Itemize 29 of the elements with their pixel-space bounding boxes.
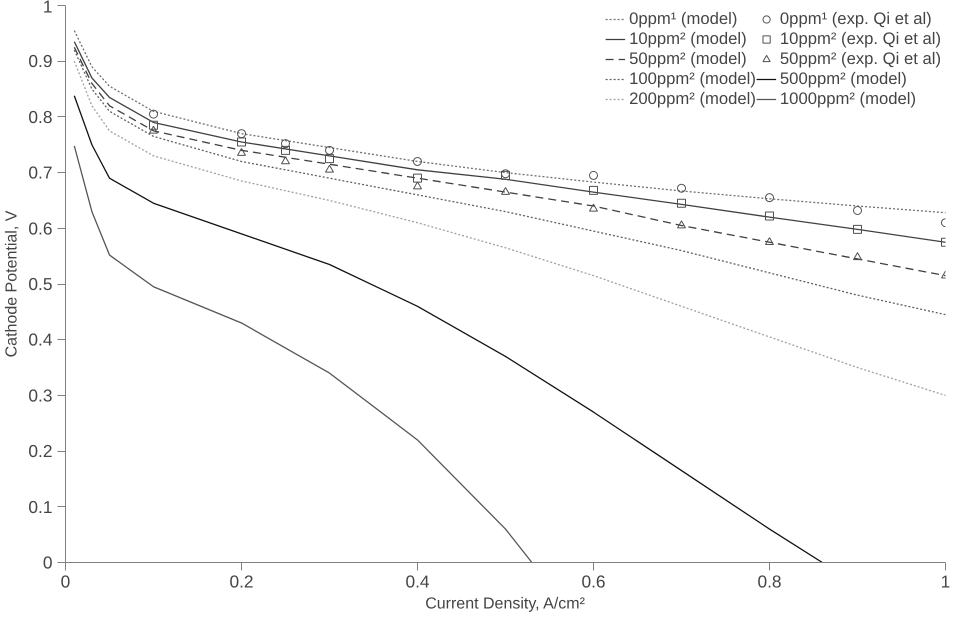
y-tick-label: 0.6	[28, 218, 53, 238]
y-tick-label: 0	[42, 552, 53, 572]
legend-label: 50ppm² (model)	[629, 49, 747, 69]
y-tick-label: 0.2	[28, 441, 53, 462]
x-tick-label: 0.2	[229, 572, 254, 592]
legend-label: 100ppm² (model)	[629, 69, 756, 89]
legend-label: 10ppm² (model)	[629, 29, 747, 49]
legend-label: 500ppm² (model)	[780, 69, 907, 89]
legend-label: 200ppm² (model)	[629, 89, 756, 109]
y-tick-label: 0.4	[28, 330, 53, 350]
x-axis-title: Current Density, A/cm²	[425, 596, 586, 612]
x-tick-label: 0.8	[757, 572, 782, 592]
legend-label: 50ppm² (exp. Qi et al)	[780, 49, 941, 69]
x-tick-label: 0	[60, 572, 70, 592]
legend-label: 0ppm¹ (model)	[629, 9, 738, 29]
legend-label: 1000ppm² (model)	[780, 89, 916, 109]
y-tick-label: 1	[42, 0, 53, 16]
y-tick-label: 0.3	[28, 385, 53, 406]
x-tick-label: 0.4	[405, 572, 430, 592]
y-tick-label: 0.5	[28, 274, 53, 294]
legend-label: 10ppm² (exp. Qi et al)	[780, 29, 941, 49]
x-tick-label: 1	[940, 572, 950, 592]
y-tick-label: 0.9	[28, 51, 53, 72]
y-tick-label: 0.7	[28, 162, 53, 183]
legend-label: 0ppm¹ (exp. Qi et al)	[780, 9, 932, 29]
y-tick-label: 0.1	[28, 496, 53, 517]
x-tick-label: 0.6	[581, 572, 606, 592]
y-tick-label: 0.8	[28, 106, 53, 127]
y-axis-title: Cathode Potential, V	[3, 210, 20, 358]
